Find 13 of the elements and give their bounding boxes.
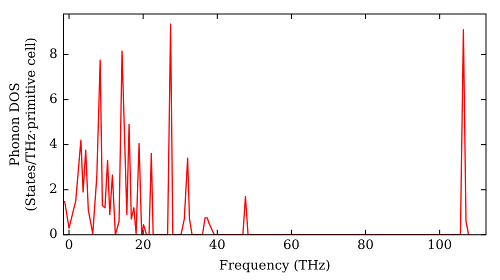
y-tick-label: 0	[49, 227, 58, 242]
x-tick-label: 100	[427, 238, 452, 253]
x-tick-label: 80	[357, 238, 374, 253]
y-axis-title: Phonon DOS (States/THz·primitive cell)	[8, 37, 39, 212]
x-tick-label: 0	[64, 238, 74, 253]
x-tick-label: 60	[283, 238, 300, 253]
y-tick-label: 8	[49, 46, 58, 62]
x-tick-label: 40	[209, 238, 226, 253]
y-tick-label: 4	[49, 137, 58, 152]
x-axis-title: Frequency (THz)	[219, 258, 330, 274]
x-tick-label: 20	[134, 238, 152, 253]
y-tick-label: 2	[49, 182, 58, 198]
y-tick-label: 6	[49, 92, 58, 107]
